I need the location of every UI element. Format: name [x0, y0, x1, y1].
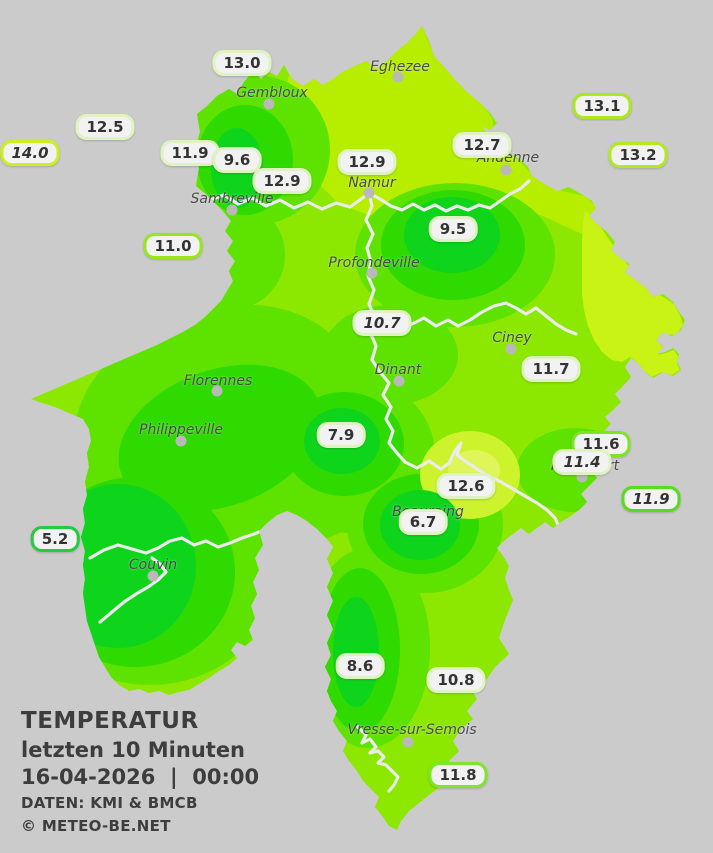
city-label: Vresse-sur-Semois	[347, 722, 477, 738]
station-temp-label: 13.0	[212, 50, 272, 76]
map-datetime: 16-04-2026 | 00:00	[21, 765, 260, 789]
station-temp-label: 11.4	[552, 449, 612, 475]
city-dot	[147, 570, 159, 582]
river-eau-noire	[88, 528, 266, 560]
station-temp-label: 9.5	[428, 216, 478, 242]
station-temp-label: 10.7	[352, 310, 412, 336]
station-temp-label: 13.1	[572, 93, 632, 119]
city-dot	[226, 204, 238, 216]
river-meuse-south	[364, 191, 407, 464]
city-label: Namur	[348, 175, 396, 191]
station-temp-label: 12.9	[252, 168, 312, 194]
city-dot	[392, 71, 404, 83]
city-dot	[393, 375, 405, 387]
station-temp-label: 11.8	[428, 762, 488, 788]
station-temp-label: 11.9	[160, 140, 220, 166]
river-semois	[356, 725, 400, 793]
map-subtitle: letzten 10 Minuten	[21, 738, 246, 762]
temp-band-dark	[118, 364, 322, 512]
station-temp-label: 6.7	[398, 509, 448, 535]
city-dot	[211, 385, 223, 397]
river-group	[88, 179, 578, 793]
station-temp-label: 11.0	[143, 233, 203, 259]
temp-band-light-north	[288, 26, 600, 236]
river-eau-noire-branch	[98, 556, 168, 624]
station-temp-label: 10.8	[426, 667, 486, 693]
station-temp-label: 13.2	[608, 142, 668, 168]
station-temp-label: 12.7	[452, 132, 512, 158]
data-source: DATEN: KMI & BMCB	[21, 794, 198, 812]
station-temp-label: 14.0	[0, 140, 60, 166]
station-temp-label: 7.9	[316, 422, 366, 448]
river-lesse	[403, 441, 561, 529]
station-temp-label: 12.6	[436, 473, 496, 499]
station-temp-label: 11.9	[621, 486, 681, 512]
map-title: TEMPERATUR	[21, 708, 199, 734]
city-dot	[505, 343, 517, 355]
river-sambre	[195, 188, 371, 211]
city-dot	[500, 164, 512, 176]
city-label: Ciney	[492, 330, 532, 346]
temp-band-deepest	[333, 597, 379, 707]
city-label: Couvin	[128, 557, 178, 573]
title-block: TEMPERATUR letzten 10 Minuten 16-04-2026…	[21, 710, 259, 834]
station-temp-label: 5.2	[30, 526, 80, 552]
city-label: Florennes	[183, 373, 253, 389]
city-dot	[263, 98, 275, 110]
city-dot	[175, 435, 187, 447]
river-bocq	[386, 301, 578, 336]
city-label: Eghezee	[370, 59, 430, 75]
city-dot	[363, 187, 375, 199]
river-meuse-east	[367, 179, 531, 213]
station-temp-label: 8.6	[335, 653, 385, 679]
city-label: Profondeville	[328, 255, 420, 271]
temp-band-pale-east	[582, 210, 683, 377]
city-label: Dinant	[374, 362, 422, 378]
city-dot	[366, 267, 378, 279]
city-label: Sambreville	[190, 191, 274, 207]
station-temp-label: 12.9	[337, 149, 397, 175]
copyright: © METEO-BE.NET	[21, 817, 171, 835]
station-temp-label: 12.5	[75, 114, 135, 140]
station-temp-label: 9.6	[212, 147, 262, 173]
city-label: Gembloux	[236, 85, 308, 101]
city-label: Philippeville	[139, 422, 223, 438]
city-dot	[576, 471, 588, 483]
station-temp-label: 11.7	[521, 356, 581, 382]
city-dot	[402, 736, 414, 748]
station-temp-label: 11.6	[571, 431, 631, 457]
